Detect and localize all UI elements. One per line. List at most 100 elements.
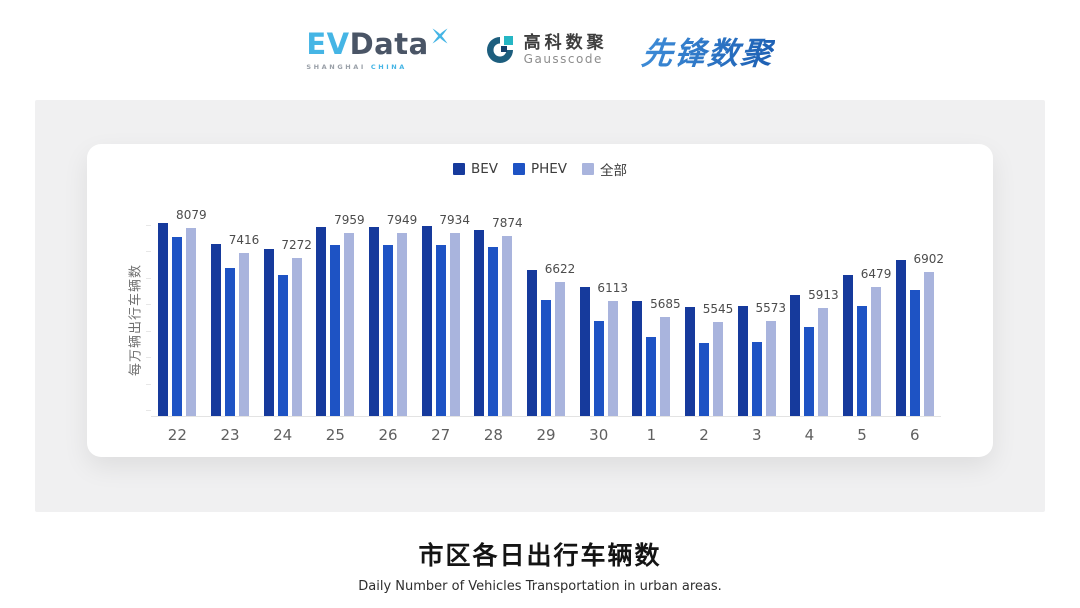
bar-bev-26[interactable] [369,227,380,416]
xianfeng-logo: 先锋数聚 [639,28,776,73]
bar-phev-25[interactable] [330,244,341,416]
bar-bev-4[interactable] [790,295,801,416]
bar-all-30[interactable] [607,300,618,416]
bar-group-6: 6902 [888,195,944,416]
gausscode-logo-en: Gausscode [523,51,603,66]
value-label-30: 6113 [597,280,628,295]
value-label-24: 7272 [281,237,312,252]
bar-all-5[interactable] [871,287,882,416]
chart-legend: BEV PHEV 全部 [87,159,993,179]
bar-bev-28[interactable] [474,229,485,416]
x-axis-label-30: 30 [589,426,609,444]
y-axis-tick [146,410,151,411]
bar-bev-23[interactable] [211,243,221,416]
bar-bev-6[interactable] [895,259,906,416]
x-axis-label-26: 26 [378,426,398,444]
bar-phev-5[interactable] [857,305,868,416]
y-axis-tick [146,224,151,226]
y-axis-title: 每万辆出行车辆数 [128,263,144,376]
evdata-logo: EV Data SHANGHAI CHINA [306,26,449,71]
evdata-x-icon [432,28,448,43]
bar-all-1[interactable] [660,316,671,416]
bar-phev-6[interactable] [909,290,920,416]
x-axis-label-24: 24 [273,426,293,444]
legend-label-bev: BEV [470,161,498,177]
bar-bev-29[interactable] [527,269,538,416]
value-label-28: 7874 [492,215,523,230]
bar-bev-3[interactable] [737,305,748,416]
value-label-4: 5913 [808,288,839,303]
bar-phev-4[interactable] [804,327,815,416]
y-axis-tick [146,277,151,279]
bar-bev-5[interactable] [843,274,854,416]
bar-phev-29[interactable] [541,300,552,416]
bar-bev-30[interactable] [579,287,590,416]
bar-all-23[interactable] [239,252,249,416]
bar-all-26[interactable] [397,232,408,416]
bar-bev-25[interactable] [316,226,327,416]
bar-group-2: 5545 [678,195,734,416]
chart-subtitle: Daily Number of Vehicles Transportation … [358,579,722,594]
x-axis-label-1: 1 [646,426,657,444]
bar-bev-27[interactable] [421,225,432,416]
bar-group-23: 7416 [204,195,260,416]
bar-phev-30[interactable] [593,321,604,416]
bar-group-26: 7949 [362,195,417,416]
bar-phev-2[interactable] [699,342,710,416]
bar-bev-24[interactable] [263,248,274,416]
bar-bev-2[interactable] [685,306,696,416]
bar-all-2[interactable] [713,321,724,416]
bar-all-25[interactable] [344,232,355,416]
x-axis-label-25: 25 [325,426,345,444]
x-axis-label-29: 29 [536,426,556,444]
bar-bev-22[interactable] [158,222,169,416]
bar-phev-3[interactable] [751,342,762,416]
plot-area: 8079 7416 7272 7959 7949 7934 7874 6622 6113 5685… [146,195,944,444]
bar-bev-1[interactable] [632,300,643,416]
bar-all-24[interactable] [291,257,302,416]
bar-phev-28[interactable] [488,247,499,416]
chart-title: 市区各日出行车辆数 [418,541,662,570]
bar-phev-23[interactable] [225,267,235,416]
bar-phev-22[interactable] [172,236,183,416]
bar-all-6[interactable] [923,271,934,416]
y-axis-tick [146,383,151,385]
legend-swatch-bev [452,163,465,175]
bar-group-25: 7959 [309,195,365,416]
bar-all-3[interactable] [765,320,776,416]
x-axis-label-23: 23 [220,426,240,444]
bars-area: 8079 7416 7272 7959 7949 7934 7874 6622 6113 5685… [146,195,944,417]
y-axis-tick [146,357,151,358]
bar-phev-1[interactable] [646,337,657,416]
header: EV Data SHANGHAI CHINA 高科数聚 Gausscode 先锋… [0,0,1080,100]
evdata-logo-ev: EV [306,26,350,61]
bar-phev-26[interactable] [383,244,394,416]
value-label-22: 8079 [176,208,207,223]
plot-row: 每万辆出行车辆数 8079 7416 7272 7959 7949 7934 7874 662… [117,195,945,444]
gausscode-logo-cn: 高科数聚 [523,33,608,54]
legend-item-bev[interactable]: BEV [452,161,498,177]
value-label-3: 5573 [755,300,786,315]
bar-all-4[interactable] [818,308,829,416]
y-axis-tick [146,304,151,305]
y-axis-tick [146,330,151,332]
bar-all-28[interactable] [502,235,513,416]
bar-group-4: 5913 [783,195,839,416]
bar-phev-27[interactable] [435,245,446,416]
value-label-23: 7416 [228,232,260,247]
bar-group-1: 5685 [625,195,681,416]
value-label-27: 7934 [439,213,470,228]
bar-all-27[interactable] [449,233,460,416]
bar-all-29[interactable] [555,282,566,416]
evdata-logo-subtitle: SHANGHAI CHINA [306,62,407,71]
bar-group-5: 6479 [836,195,891,416]
chart-card: BEV PHEV 全部 每万辆出行车辆数 8079 7416 7272 7959 7949 7… [87,144,993,457]
legend-swatch-all [582,163,595,175]
x-axis-label-22: 22 [167,426,187,444]
bar-all-22[interactable] [186,228,197,416]
bar-phev-24[interactable] [277,275,288,416]
x-axis-label-27: 27 [431,426,451,444]
legend-item-phev[interactable]: PHEV [512,161,567,177]
legend-item-all[interactable]: 全部 [582,159,627,179]
value-label-2: 5545 [702,301,734,316]
